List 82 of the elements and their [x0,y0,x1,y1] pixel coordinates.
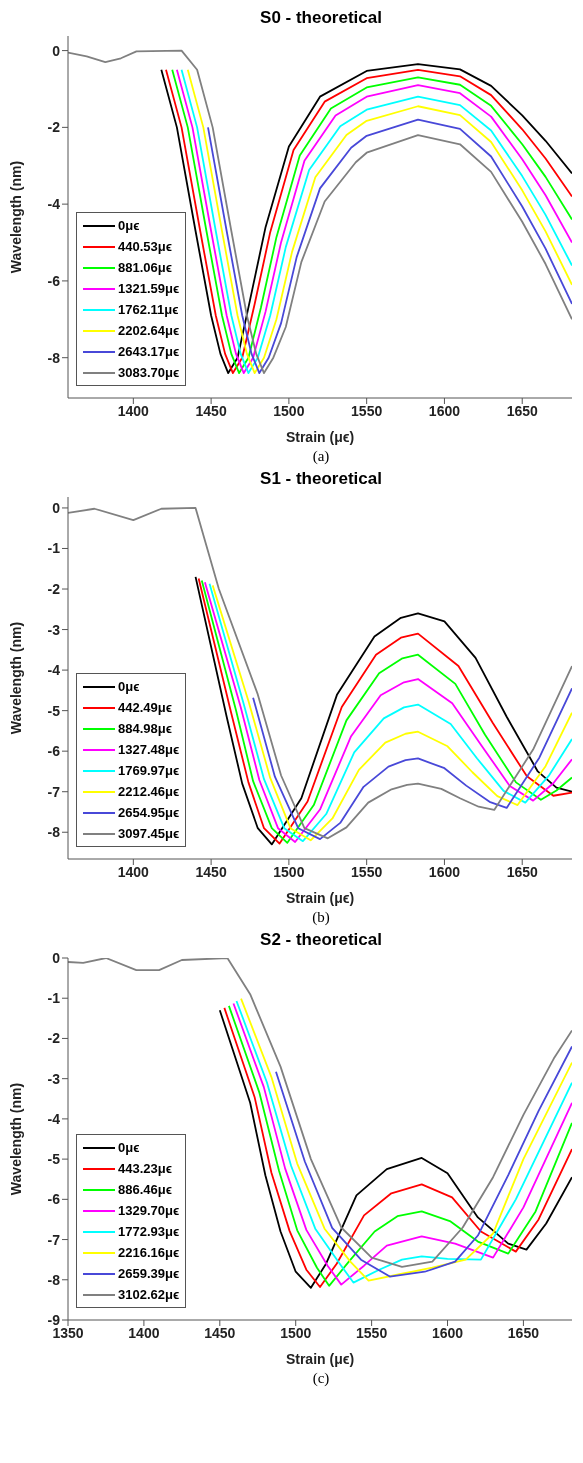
y-tick-label: -4 [47,1110,61,1127]
y-tick-label: -6 [47,272,61,289]
chart-title: S2 - theoretical [260,930,382,949]
x-tick-label: 1650 [506,402,538,419]
legend-label: 884.98μϵ [118,721,172,736]
x-tick-label: 1650 [507,1324,540,1341]
x-tick-label: 1450 [195,863,227,880]
legend-label: 440.53μϵ [118,239,172,254]
y-tick-label: -7 [47,1231,61,1248]
y-tick-label: -3 [47,1070,61,1087]
text: (a) [311,448,331,465]
legend-label: 1329.70μϵ [118,1203,180,1218]
legend-label: 2202.64μϵ [118,323,180,338]
legend-label: 3083.70μϵ [118,365,180,380]
x-tick-label: 1400 [117,863,150,880]
y-tick-label: 0 [52,499,61,516]
x-tick-label: 1550 [356,1324,388,1341]
legend-label: 0μϵ [118,1140,140,1155]
y-tick-label: -7 [47,783,61,800]
x-tick-label: 1600 [428,402,461,419]
x-tick-label: 1650 [506,863,538,880]
x-axis-title: Strain (μϵ) [285,429,355,445]
x-tick-label: 1600 [431,1324,464,1341]
y-tick-label: -5 [47,1151,61,1168]
y-tick-label: -2 [47,119,61,136]
x-axis-title: Strain (μϵ) [285,1351,355,1367]
line-series [68,958,572,1268]
y-tick-label: -1 [47,540,61,557]
y-tick-label: -3 [47,621,61,638]
line-series [207,118,572,374]
legend-label: 443.23μϵ [118,1161,172,1176]
y-tick-label: 0 [52,42,61,59]
legend-label: 2216.16μϵ [118,1245,180,1260]
legend-label: 2212.46μϵ [118,784,180,799]
x-tick-label: 1500 [280,1324,312,1341]
line-series [275,1045,572,1278]
x-axis-title: Strain (μϵ) [285,890,355,906]
x-tick-label: 1550 [351,863,383,880]
legend-label: 1762.11μϵ [118,302,179,317]
legend-label: 3097.45μϵ [118,826,180,841]
line-series [252,687,572,841]
y-tick-label: -8 [47,1271,61,1288]
x-tick-label: 1400 [117,402,150,419]
y-axis-title: Wavelength (nm) [7,160,24,274]
x-tick-label: 1500 [273,863,305,880]
y-axis-title: Wavelength (nm) [7,1082,24,1196]
y-axis-title: Wavelength (nm) [7,621,24,735]
legend-label: 1327.48μϵ [118,742,180,757]
chart-title: S1 - theoretical [259,469,383,490]
legend-label: 886.46μϵ [118,1182,172,1197]
legend-label: 1772.93μϵ [118,1224,180,1239]
legend-label: 2654.95μϵ [118,805,180,820]
y-tick-label: -1 [47,990,61,1007]
chart-title: S0 - theoretical [259,8,383,29]
x-tick-label: 1550 [351,402,383,419]
y-tick-label: -8 [47,824,61,841]
x-tick-label: 1600 [428,863,461,880]
y-tick-label: -8 [47,349,61,366]
y-tick-label: -2 [47,1030,61,1047]
text: (b) [311,909,331,926]
x-tick-label: 1450 [195,402,227,419]
legend-label: 1321.59μϵ [118,281,180,296]
legend-label: 0μϵ [118,218,140,233]
legend-label: 442.49μϵ [118,700,172,715]
y-tick-label: -2 [47,580,61,597]
legend-label: 2659.39μϵ [118,1266,180,1281]
legend-label: 1769.97μϵ [118,763,180,778]
x-tick-label: 1450 [204,1324,236,1341]
legend-label: 2643.17μϵ [118,344,180,359]
y-tick-label: -6 [47,743,61,760]
legend-label: 0μϵ [118,679,140,694]
text: (c) [311,1370,331,1387]
y-tick-label: -4 [47,196,61,213]
x-tick-label: 1400 [128,1324,160,1341]
y-tick-label: -5 [47,702,61,719]
legend-label: 3102.62μϵ [118,1287,180,1302]
y-tick-label: -6 [47,1191,61,1208]
x-tick-label: 1500 [273,402,305,419]
y-tick-label: 0 [52,949,61,966]
line-series [68,507,572,840]
legend-label: 881.06μϵ [118,260,172,275]
y-tick-label: -4 [47,662,61,679]
